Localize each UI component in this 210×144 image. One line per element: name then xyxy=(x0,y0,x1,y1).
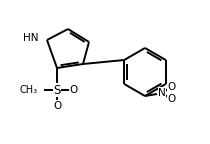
Text: CH₃: CH₃ xyxy=(20,85,38,95)
Text: O: O xyxy=(70,85,78,95)
Text: S: S xyxy=(53,84,61,96)
Text: HN: HN xyxy=(24,33,39,43)
Text: O: O xyxy=(53,101,61,111)
Text: O: O xyxy=(168,94,176,104)
Text: O: O xyxy=(168,82,176,92)
Text: N: N xyxy=(158,88,166,98)
